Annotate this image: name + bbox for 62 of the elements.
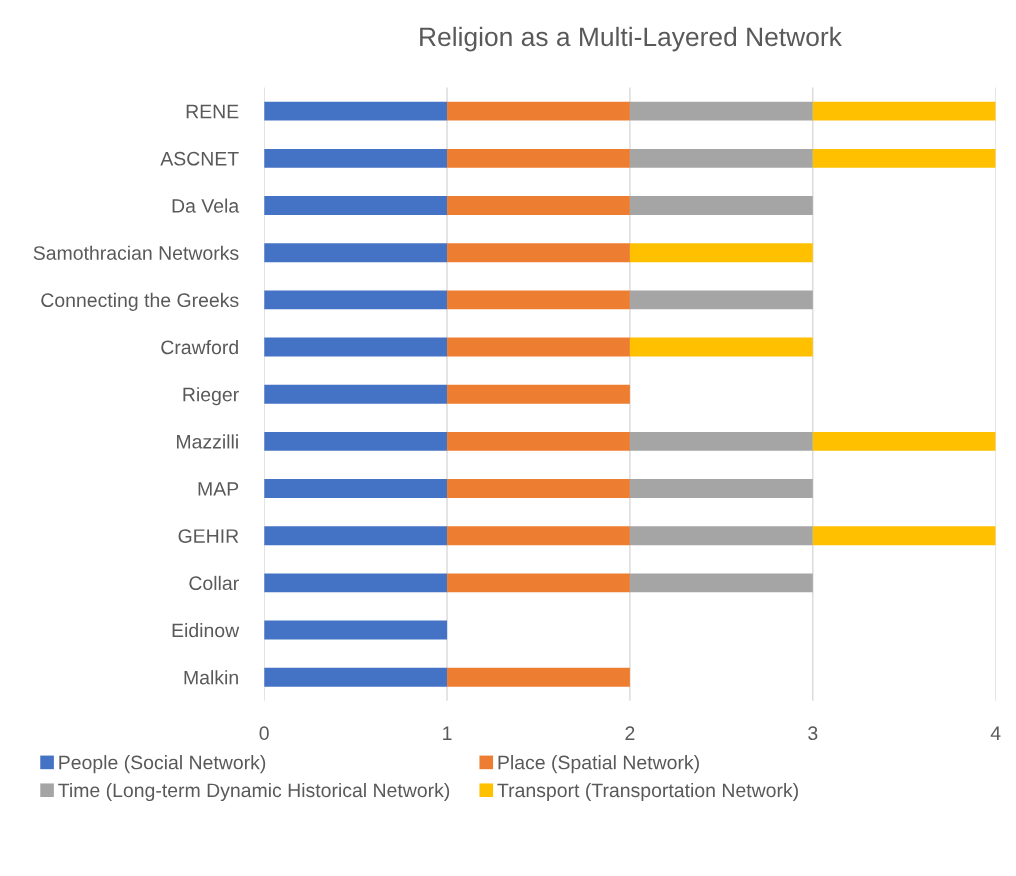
bar: [264, 196, 448, 215]
bar: [629, 148, 813, 168]
bar: [629, 101, 813, 121]
bar: [264, 148, 448, 168]
bar: [264, 290, 448, 310]
bar: [629, 573, 813, 593]
x-tick-label: 1: [443, 726, 452, 740]
bar: [264, 243, 448, 263]
bar: [264, 431, 448, 451]
bar: [629, 431, 813, 451]
bar: [447, 431, 630, 451]
bar: [629, 526, 813, 546]
y-tick-label: Malkin: [184, 670, 238, 685]
bar: [264, 337, 448, 357]
bar: [264, 573, 448, 593]
y-tick-label: Connecting the Greeks: [41, 292, 239, 311]
bar: [629, 290, 813, 310]
bar: [264, 479, 448, 498]
bar: [447, 148, 630, 168]
bar: [812, 431, 996, 451]
bar: [264, 620, 448, 640]
y-tick-label: RENE: [186, 104, 239, 119]
bar: [447, 573, 630, 593]
y-tick-label: Eidinow: [172, 623, 240, 638]
bar: [264, 384, 448, 404]
bar: [447, 667, 630, 687]
y-tick-label: GEHIR: [178, 529, 239, 543]
bar: [447, 196, 630, 215]
bar: [629, 196, 813, 215]
y-tick-label: MAP: [198, 482, 239, 496]
bar: [447, 384, 630, 404]
y-tick-label: Collar: [189, 575, 239, 591]
bar: [629, 243, 813, 263]
legend-label: Time (Long-term Dynamic Historical Network): [58, 782, 450, 802]
legend-label: Place (Spatial Network): [498, 755, 699, 774]
bar: [447, 101, 630, 121]
bar: [812, 526, 996, 546]
bar: [629, 337, 813, 357]
x-tick-label: 3: [808, 726, 818, 741]
x-tick-label: 0: [259, 726, 269, 741]
x-tick-label: 2: [625, 726, 635, 740]
bar: [264, 667, 448, 687]
bar: [447, 243, 630, 263]
bar: [264, 101, 448, 121]
y-tick-label: Crawford: [161, 339, 238, 355]
chart-title: Religion as a Multi-Layered Network: [420, 26, 842, 52]
y-tick-label: Mazzilli: [177, 434, 238, 449]
bar: [447, 337, 630, 357]
bar: [812, 148, 996, 168]
bar: [264, 526, 448, 546]
legend-label: People (Social Network): [59, 755, 266, 774]
x-tick-label: 4: [990, 726, 1001, 740]
bar: [629, 479, 813, 498]
bar: [812, 101, 996, 121]
legend-label: Transport (Transportation Network): [497, 782, 798, 802]
y-tick-label: ASCNET: [160, 151, 239, 166]
bar: [447, 290, 630, 310]
y-tick-label: Rieger: [183, 387, 239, 406]
bar: [447, 526, 630, 546]
bar: [447, 479, 630, 498]
y-tick-label: Samothracian Networks: [33, 245, 239, 260]
y-tick-label: Da Vela: [172, 198, 240, 213]
